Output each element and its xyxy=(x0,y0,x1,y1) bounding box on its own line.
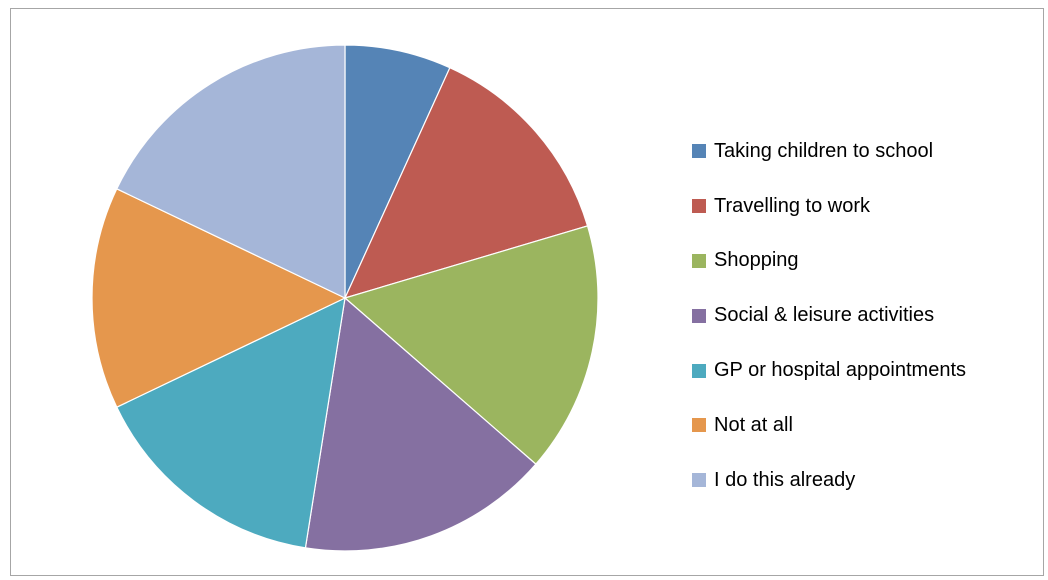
legend-swatch xyxy=(692,418,706,433)
legend-swatch xyxy=(692,473,706,488)
legend-swatch xyxy=(692,144,706,159)
legend-swatch xyxy=(692,308,706,323)
pie-slice-5 xyxy=(115,296,346,549)
pie-slice-1 xyxy=(344,44,451,299)
legend-item-5: GP or hospital appointments xyxy=(692,343,966,398)
legend-item-2: Travelling to work xyxy=(692,179,966,234)
legend-label: Shopping xyxy=(714,249,799,272)
legend-label: GP or hospital appointments xyxy=(714,359,967,382)
legend-item-7: I do this already xyxy=(692,453,966,508)
legend-item-4: Social & leisure activities xyxy=(692,288,966,343)
pie-slice-2 xyxy=(343,66,589,299)
pie-slice-4 xyxy=(304,296,537,552)
legend-item-1: Taking children to school xyxy=(692,124,966,179)
legend-swatch xyxy=(692,253,706,268)
legend-label: Travelling to work xyxy=(714,194,870,217)
legend-label: Not at all xyxy=(714,413,793,436)
legend-item-6: Not at all xyxy=(692,398,966,453)
legend-swatch xyxy=(692,199,706,214)
pie-slice-7 xyxy=(115,44,346,299)
legend-swatch xyxy=(692,363,706,378)
pie-slice-3 xyxy=(343,225,599,465)
legend-label: Social & leisure activities xyxy=(714,304,935,327)
legend-label: Taking children to school xyxy=(714,139,934,162)
legend-label: I do this already xyxy=(714,468,856,491)
legend-item-3: Shopping xyxy=(692,234,966,289)
pie-slice-6 xyxy=(91,188,347,408)
legend: Taking children to school Travelling to w… xyxy=(692,124,966,508)
